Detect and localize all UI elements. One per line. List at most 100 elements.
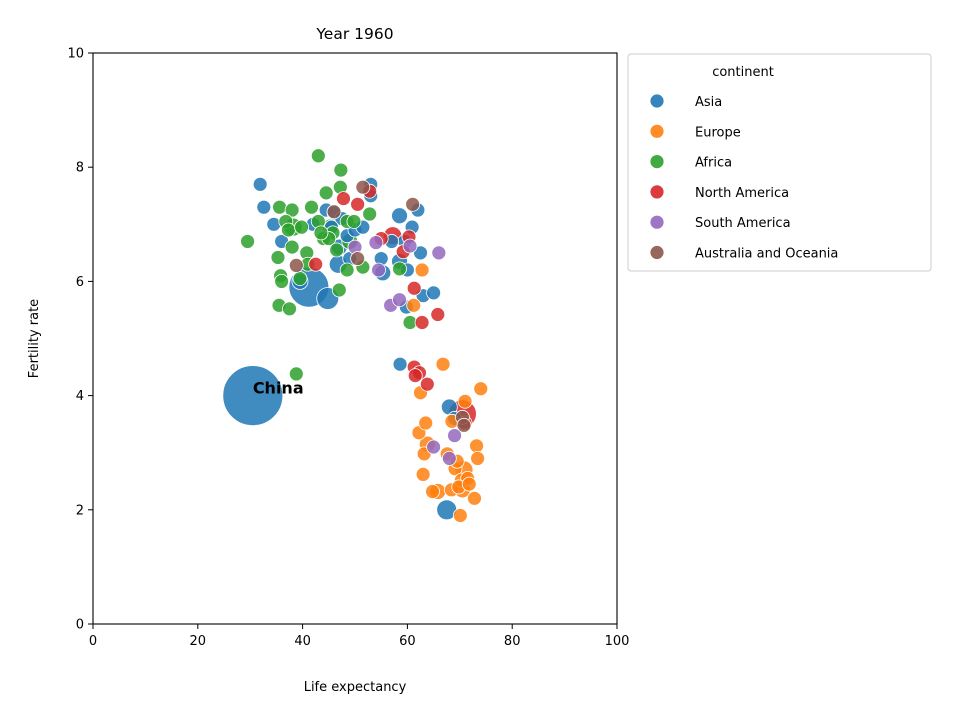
data-point-europe [414,262,430,278]
data-point-africa [392,261,407,277]
data-point-north-america [350,196,366,212]
data-point-europe [425,484,440,499]
legend-frame [627,53,932,272]
data-point-asia [222,365,284,427]
y-tick-label: 10 [67,47,84,62]
y-axis-title: Fertility rate [27,299,42,378]
data-point-africa [281,222,296,238]
data-point-south-america [447,428,462,443]
legend-label: Asia [695,95,722,110]
data-point-europe [457,393,473,409]
legend-label: South America [695,216,791,231]
data-point-asia [391,207,408,225]
data-point-africa [274,273,290,289]
data-point-africa [304,199,319,215]
legend-items: Asia Europe Africa North America South Ameri… [649,93,838,262]
data-point-australia-and-oceania [288,258,304,273]
data-point-europe [418,415,434,431]
x-axis: 0 20 40 60 80 100 [89,624,630,649]
y-tick-label: 2 [76,503,84,518]
data-point-australia-and-oceania [405,196,421,212]
data-point-north-america [406,280,422,296]
y-tick-label: 4 [76,389,84,404]
data-point-south-america [392,292,407,308]
plot-frame [92,52,618,625]
data-point-europe [452,508,468,523]
data-point-south-america [441,451,457,466]
data-point-europe [470,451,486,466]
data-point-europe [406,297,422,313]
x-tick-label: 40 [294,634,311,649]
legend: continent Asia Europe Africa North America S… [627,53,932,272]
legend-label: North America [695,186,789,201]
data-point-asia [392,356,408,372]
data-point-south-america [431,245,447,261]
data-point-africa [329,242,345,258]
data-point-africa [284,202,300,218]
data-point-asia [413,245,428,261]
data-point-africa [272,199,287,215]
y-tick-label: 0 [76,618,84,633]
legend-title: continent [712,65,774,80]
legend-marker [649,184,665,200]
data-point-australia-and-oceania [355,179,371,195]
points-layer [222,148,489,523]
data-point-europe [473,381,489,397]
data-point-south-america [371,262,386,278]
data-point-africa [284,239,300,255]
x-tick-label: 100 [605,634,630,649]
y-tick-label: 6 [76,275,84,290]
legend-label: Africa [695,156,732,171]
data-point-asia [266,216,282,232]
data-point-africa [318,185,334,201]
data-point-north-america [414,315,430,330]
data-point-africa [331,282,347,298]
legend-label: Europe [695,125,741,140]
data-point-africa [310,148,326,164]
data-point-europe [415,466,431,482]
data-point-south-america [426,439,442,455]
data-point-africa [294,219,309,235]
data-point-australia-and-oceania [350,251,366,266]
data-point-africa [362,206,378,222]
data-point-north-america [419,376,435,392]
data-point-africa [282,301,297,317]
data-point-australia-and-oceania [456,417,472,433]
data-point-asia [252,176,268,192]
legend-marker [649,123,665,139]
data-point-europe [461,476,477,492]
x-tick-label: 0 [89,634,97,649]
data-point-africa [240,234,255,249]
legend-marker [649,214,665,230]
data-point-africa [288,366,304,382]
data-point-north-america [430,307,446,322]
data-point-africa [346,214,362,229]
legend-marker [649,93,665,109]
annotation-china: China [253,379,304,398]
data-point-africa [270,250,286,265]
x-tick-label: 20 [190,634,207,649]
y-axis: 0 2 4 6 8 10 [67,47,93,633]
data-point-africa [339,262,355,278]
data-point-europe [467,490,482,506]
x-tick-label: 60 [399,634,416,649]
y-tick-label: 8 [76,161,84,176]
x-axis-title: Life expectancy [304,680,407,695]
data-point-europe [435,356,451,372]
data-point-south-america [368,235,384,250]
data-point-north-america [336,191,351,207]
data-point-north-america [407,368,423,384]
data-point-africa [292,271,308,286]
legend-label: Australia and Oceania [695,247,838,262]
legend-marker [649,245,665,260]
data-point-australia-and-oceania [326,204,342,220]
x-tick-label: 80 [504,634,521,649]
chart-title: Year 1960 [315,25,393,43]
data-point-south-america [402,238,418,254]
data-point-north-america [308,256,324,272]
data-point-asia [256,199,272,215]
legend-marker [649,154,665,170]
data-point-africa [313,225,329,241]
